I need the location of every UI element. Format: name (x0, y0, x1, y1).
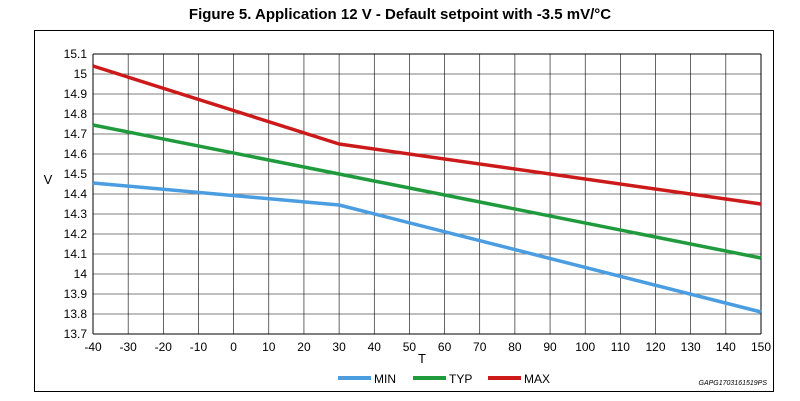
grid-lines (92, 53, 762, 335)
y-tick-label: 14.6 (64, 147, 88, 161)
x-tick-label: 110 (611, 340, 630, 354)
x-tick-labels: -40 -30 -20 -10 0 10 20 30 40 50 60 70 80 90 100 110 120… (84, 340, 771, 354)
y-tick-label: 13.9 (64, 287, 88, 301)
x-tick-label: 20 (297, 340, 311, 354)
y-axis-label: V (44, 172, 53, 187)
y-tick-label: 14.1 (64, 247, 88, 261)
x-tick-label: 80 (508, 340, 522, 354)
y-tick-labels: 13.7 13.8 13.9 14 14.1 14.2 14.3 14.4 14.5 14.6 14… (64, 47, 88, 341)
x-axis-label: T (418, 351, 426, 366)
series-line-max (92, 64, 762, 206)
y-tick-label: 14 (74, 267, 88, 281)
y-tick-label: 15 (74, 67, 88, 81)
figure-code: GAPG1703161519PS (699, 380, 768, 387)
y-tick-label: 14.9 (64, 87, 88, 101)
x-tick-label: -30 (119, 340, 137, 354)
x-tick-label: 60 (438, 340, 452, 354)
series-lines (92, 64, 762, 314)
x-tick-label: 0 (230, 340, 237, 354)
y-tick-label: 13.7 (64, 327, 88, 341)
x-tick-label: 10 (262, 340, 276, 354)
y-tick-label: 14.8 (64, 107, 88, 121)
x-tick-label: 90 (543, 340, 557, 354)
x-tick-label: 30 (332, 340, 346, 354)
y-tick-label: 15.1 (64, 47, 88, 61)
y-tick-label: 14.4 (64, 187, 88, 201)
x-tick-label: 100 (575, 340, 595, 354)
x-tick-label: 150 (751, 340, 771, 354)
x-tick-label: 70 (473, 340, 487, 354)
x-tick-label: -20 (155, 340, 173, 354)
y-tick-label: 14.3 (64, 207, 88, 221)
y-tick-label: 14.2 (64, 227, 88, 241)
legend-label-min: MIN (374, 372, 396, 386)
legend: MIN TYP MAX (338, 372, 550, 386)
legend-label-typ: TYP (449, 372, 472, 386)
x-tick-label: 140 (716, 340, 736, 354)
x-tick-label: 130 (681, 340, 701, 354)
chart-title: Figure 5. Application 12 V - Default set… (188, 6, 612, 23)
chart-frame (34, 30, 774, 392)
y-tick-label: 14.5 (64, 167, 88, 181)
x-tick-label: -40 (84, 340, 102, 354)
x-tick-label: 120 (646, 340, 666, 354)
y-tick-label: 13.8 (64, 307, 88, 321)
x-tick-label: -10 (190, 340, 208, 354)
x-tick-label: 40 (368, 340, 382, 354)
y-tick-label: 14.7 (64, 127, 88, 141)
legend-label-max: MAX (524, 372, 550, 386)
series-line-min (92, 181, 762, 314)
x-tick-label: 50 (403, 340, 417, 354)
series-line-typ (92, 123, 762, 260)
